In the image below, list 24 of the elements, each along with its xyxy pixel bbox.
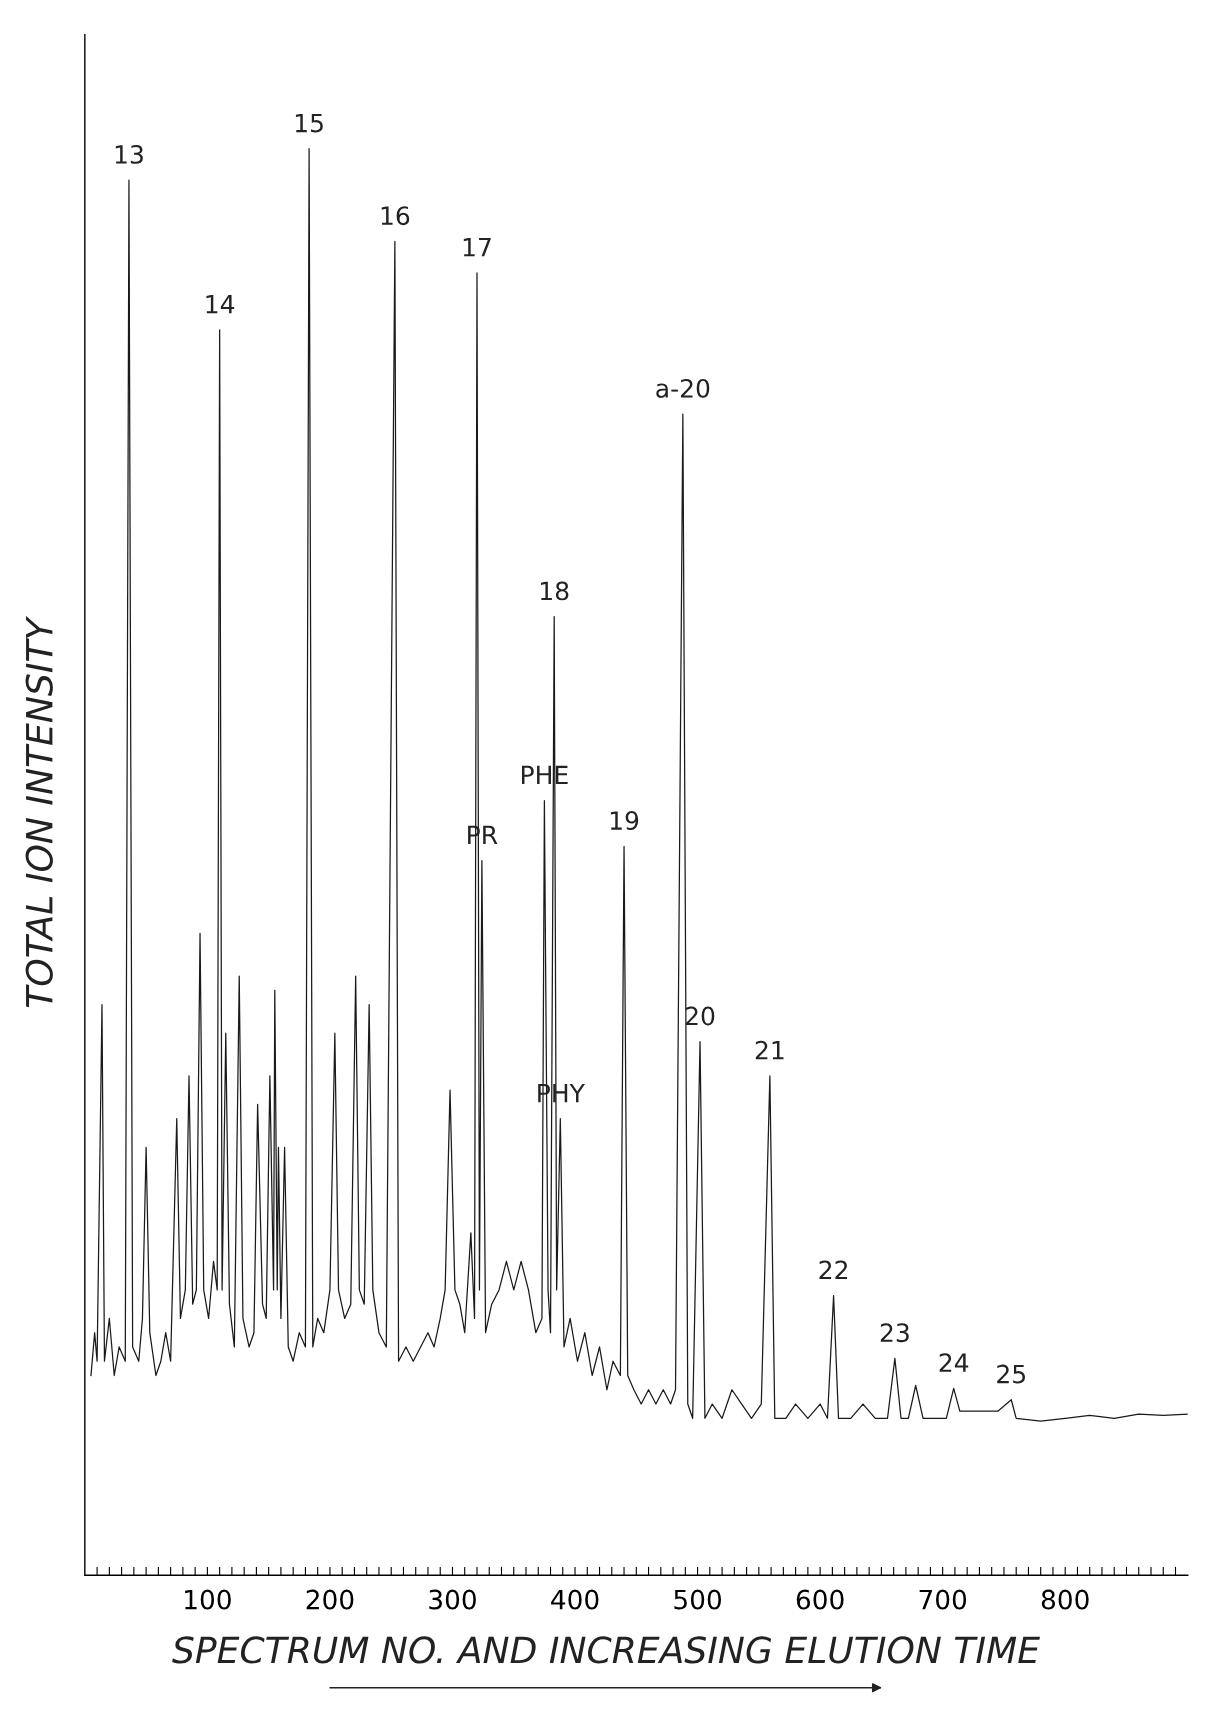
x-tick-label: 800	[1041, 1589, 1089, 1610]
annotation: 13	[115, 144, 143, 164]
x-tick-label: 200	[306, 1589, 354, 1610]
annotation: 21	[755, 1040, 784, 1060]
x-tick-label: 600	[796, 1589, 844, 1610]
annotation: a-20	[656, 378, 710, 398]
x-tick-label: 700	[919, 1589, 967, 1610]
x-tick-label: 500	[674, 1589, 721, 1610]
annotation: 14	[206, 295, 235, 314]
annotation: 17	[463, 238, 491, 257]
x-tick-label: 300	[429, 1589, 476, 1610]
annotation: 18	[541, 581, 569, 601]
annotation: 23	[880, 1323, 909, 1343]
annotation: 20	[685, 1006, 715, 1026]
x-tick-label: 400	[551, 1589, 599, 1610]
x-axis-title: SPECTRUM NO. AND INCREASING ELUTION TIME	[172, 1636, 1040, 1664]
annotation: 25	[997, 1364, 1026, 1384]
x-tick-label: 100	[185, 1589, 231, 1610]
y-axis-title: TOTAL ION INTENSITY	[25, 616, 53, 1008]
annotation: 19	[610, 811, 639, 831]
annotation: 16	[381, 206, 410, 226]
annotation: 15	[295, 113, 323, 133]
annotation: 22	[819, 1260, 847, 1280]
annotation: 24	[939, 1353, 969, 1372]
